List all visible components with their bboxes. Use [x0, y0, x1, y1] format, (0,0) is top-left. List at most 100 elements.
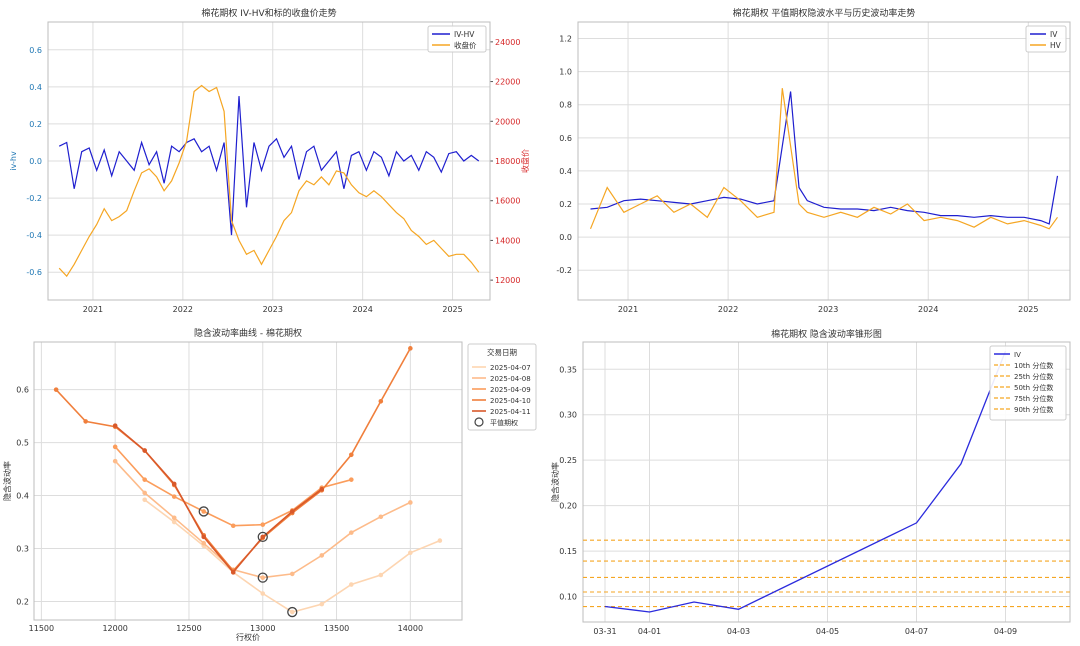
- legend-label: 75th 分位数: [1014, 394, 1053, 403]
- y-tick-label: 0.0: [559, 233, 572, 242]
- series-point: [289, 609, 295, 615]
- legend-label: 2025-04-07: [490, 364, 531, 372]
- series-point: [112, 444, 118, 450]
- series-point: [260, 575, 266, 580]
- x-tick-label: 2021: [83, 305, 103, 314]
- y2-tick-label: 16000: [495, 197, 520, 206]
- series-point: [142, 448, 147, 453]
- y-tick-label: 0.25: [559, 456, 577, 465]
- legend-swatch: [474, 417, 484, 427]
- chart-iv-smile: 11500 12000 12500 13000 13500 14000 0.2 0.3 0.4 0…: [2, 327, 537, 642]
- x-tick-label: 14000: [398, 624, 423, 633]
- series-line: [604, 350, 1007, 613]
- series-line: [589, 88, 1058, 230]
- plot-frame: [33, 341, 463, 621]
- series-point: [112, 423, 118, 428]
- legend-label: IV-HV: [454, 30, 475, 39]
- legend-label: 2025-04-09: [490, 386, 531, 394]
- y-axis-label: 隐含波动率: [550, 462, 560, 502]
- atm-marker: [257, 572, 268, 583]
- atm-marker: [198, 506, 209, 517]
- series-line: [55, 348, 411, 573]
- x-tick-label: 2024: [352, 305, 372, 314]
- legend-label: 2025-04-11: [490, 408, 531, 416]
- legend-title: 交易日期: [487, 347, 517, 357]
- y-tick-label: 0.0: [29, 157, 42, 166]
- series-point: [319, 601, 325, 607]
- series-point: [230, 523, 236, 529]
- series-point: [201, 509, 207, 514]
- series-line: [114, 425, 323, 574]
- series-point: [408, 550, 413, 556]
- series-point: [260, 522, 266, 527]
- y-tick-label: 0.10: [559, 593, 577, 602]
- legend-label: 90th 分位数: [1014, 405, 1053, 414]
- y-axis-label: 隐含波动率: [2, 461, 12, 501]
- x-axis-label: 行权价: [236, 632, 260, 642]
- y-tick-label: 0.3: [16, 545, 29, 554]
- y-tick-label: 0.2: [29, 120, 42, 129]
- series-point: [83, 419, 88, 424]
- x-tick-label: 2022: [718, 305, 738, 314]
- x-tick-label: 2021: [618, 305, 638, 314]
- x-tick-label: 04-09: [994, 627, 1017, 636]
- chart-title: 隐含波动率曲线 - 棉花期权: [194, 327, 302, 339]
- plot-frame: [47, 21, 491, 301]
- x-tick-label: 12500: [176, 624, 201, 633]
- x-tick-label: 2025: [442, 305, 462, 314]
- series-point: [408, 346, 413, 351]
- legend-label: 平值期权: [490, 418, 518, 427]
- series-point: [349, 530, 354, 535]
- y2-tick-label: 24000: [495, 38, 520, 47]
- y-tick-label: 0.4: [29, 83, 42, 92]
- plot-frame: [577, 21, 1071, 301]
- series-point: [408, 500, 413, 505]
- y-tick-label: 0.20: [559, 502, 577, 511]
- legend-label: IV: [1014, 351, 1021, 359]
- series-point: [349, 477, 354, 482]
- chart-atm-iv-hv: 2021 2022 2023 2024 2025 -0.2 0.0 0.2 0.4 0.6 0.8 1…: [556, 7, 1071, 314]
- x-tick-label: 2025: [1018, 305, 1038, 314]
- series-line: [58, 84, 480, 278]
- y-tick-label: 0.15: [559, 547, 577, 556]
- series-point: [289, 571, 295, 577]
- series-point: [230, 570, 236, 575]
- legend-label: IV: [1050, 30, 1058, 39]
- series-point: [112, 458, 118, 464]
- legend-label: 10th 分位数: [1014, 361, 1053, 370]
- y2-tick-label: 12000: [495, 276, 520, 285]
- series-point: [201, 534, 207, 540]
- x-tick-label: 04-01: [638, 627, 661, 636]
- y-tick-label: 0.2: [559, 200, 572, 209]
- legend-box: [467, 343, 537, 431]
- y-tick-label: -0.2: [556, 266, 572, 275]
- legend-label: 2025-04-10: [490, 397, 531, 405]
- plot-frame: [582, 341, 1071, 623]
- y-tick-label: -0.6: [26, 268, 42, 277]
- legend-label: 25th 分位数: [1014, 372, 1053, 381]
- y-tick-label: 0.6: [16, 386, 29, 395]
- y2-tick-label: 14000: [495, 236, 520, 245]
- x-tick-label: 2022: [173, 305, 193, 314]
- series-point: [53, 387, 59, 392]
- y-tick-label: 0.5: [16, 439, 29, 448]
- y-tick-label: 0.30: [559, 411, 577, 420]
- series-line: [58, 96, 480, 236]
- y-tick-label: 0.4: [16, 492, 29, 501]
- series-point: [378, 514, 384, 520]
- y-tick-label: -0.4: [26, 231, 42, 240]
- y-axis-label: iv-hv: [9, 151, 18, 171]
- x-tick-label: 11500: [29, 624, 54, 633]
- x-tick-label: 13500: [324, 624, 349, 633]
- series-point: [171, 494, 177, 499]
- legend-label: 50th 分位数: [1014, 383, 1053, 392]
- series-point: [349, 452, 354, 458]
- y-tick-label: 0.4: [559, 167, 572, 176]
- atm-marker: [287, 606, 298, 618]
- series-point: [289, 509, 295, 514]
- series-point: [142, 490, 147, 496]
- x-tick-label: 04-05: [816, 627, 839, 636]
- series-point: [201, 540, 207, 546]
- y-tick-label: 1.0: [559, 68, 572, 77]
- series-line: [590, 91, 1059, 225]
